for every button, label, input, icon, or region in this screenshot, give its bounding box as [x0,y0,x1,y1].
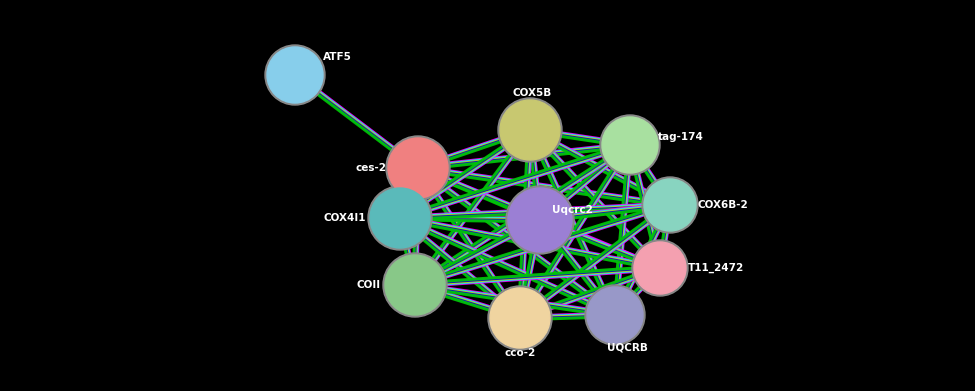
Text: ces-2: ces-2 [355,163,386,173]
Text: tag-174: tag-174 [658,132,704,142]
Text: COX6B-2: COX6B-2 [698,200,749,210]
Circle shape [267,47,323,103]
Circle shape [508,188,572,252]
Circle shape [585,285,645,345]
Circle shape [383,253,447,317]
Text: UQCRB: UQCRB [606,343,647,353]
Text: cco-2: cco-2 [504,348,535,358]
Circle shape [634,242,686,294]
Text: COII: COII [357,280,381,290]
Circle shape [600,115,660,175]
Circle shape [644,179,696,231]
Circle shape [386,136,450,200]
Circle shape [506,186,574,254]
Text: COX5B: COX5B [513,88,552,98]
Circle shape [488,286,552,350]
Circle shape [632,240,688,296]
Circle shape [388,138,448,198]
Circle shape [490,288,550,348]
Circle shape [385,255,445,315]
Circle shape [498,98,562,162]
Circle shape [587,287,643,343]
Text: ATF5: ATF5 [323,52,352,62]
Circle shape [500,100,560,160]
Circle shape [368,186,432,250]
Circle shape [370,188,430,248]
Circle shape [265,45,325,105]
Circle shape [602,117,658,173]
Text: Uqcrc2: Uqcrc2 [552,205,593,215]
Text: COX4I1: COX4I1 [324,213,366,223]
Circle shape [642,177,698,233]
Text: T11_2472: T11_2472 [688,263,744,273]
